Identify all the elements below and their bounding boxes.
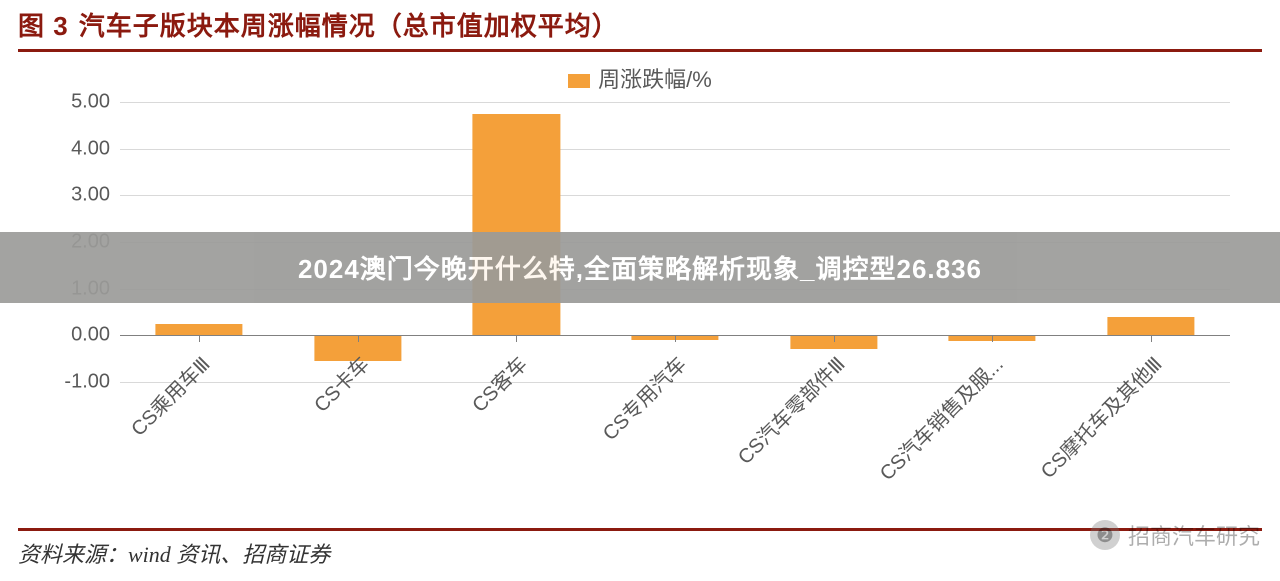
- figure-title: 汽车子版块本周涨幅情况（总市值加权平均）: [79, 6, 619, 43]
- xtick-label: CS汽车销售及服...: [872, 349, 1009, 486]
- figure-label: 图 3: [18, 6, 69, 43]
- figure-root: 图 3 汽车子版块本周涨幅情况（总市值加权平均） 周涨跌幅/% -1.00 0.0…: [0, 0, 1280, 581]
- xtick-label: CS摩托车及其他Ⅲ: [1032, 349, 1167, 484]
- ytick-label: 5.00: [40, 91, 110, 114]
- xtick-label: CS专用汽车: [595, 349, 692, 446]
- ytick-label: 4.00: [40, 137, 110, 160]
- footer-rule: [18, 528, 1262, 531]
- overlay-text: 2024澳门今晚开什么特,全面策略解析现象_调控型26.836: [298, 249, 982, 286]
- chart: -1.000.001.002.003.004.005.00 CS乘用车ⅢCS卡车…: [40, 102, 1240, 512]
- bar: [1107, 317, 1194, 336]
- source-text: 资料来源：wind 资讯、招商证券: [18, 537, 1262, 569]
- grid-line: [120, 149, 1230, 150]
- watermark: ❷ 招商汽车研究: [1090, 519, 1260, 551]
- xtick: [516, 335, 517, 342]
- xtick: [1151, 335, 1152, 342]
- ytick-label: -1.00: [40, 371, 110, 394]
- xtick: [834, 335, 835, 342]
- wechat-icon: ❷: [1090, 520, 1120, 550]
- ytick-label: 0.00: [40, 324, 110, 347]
- figure-header: 图 3 汽车子版块本周涨幅情况（总市值加权平均）: [0, 0, 1280, 49]
- xtick: [358, 335, 359, 342]
- overlay-band: 2024澳门今晚开什么特,全面策略解析现象_调控型26.836: [0, 232, 1280, 303]
- watermark-text: 招商汽车研究: [1128, 519, 1260, 551]
- bar: [156, 324, 243, 336]
- xtick: [199, 335, 200, 342]
- xtick: [992, 335, 993, 342]
- xtick-label: CS乘用车Ⅲ: [123, 349, 215, 441]
- grid-line: [120, 102, 1230, 103]
- xtick-label: CS汽车零部件Ⅲ: [729, 349, 850, 470]
- legend: 周涨跌幅/%: [0, 52, 1280, 94]
- ytick-label: 3.00: [40, 184, 110, 207]
- legend-swatch: [568, 74, 590, 88]
- xtick: [675, 335, 676, 342]
- axis-zero: [120, 335, 1230, 336]
- xtick-label: CS客车: [464, 349, 532, 417]
- figure-footer: 资料来源：wind 资讯、招商证券: [18, 528, 1262, 569]
- legend-text: 周涨跌幅/%: [598, 67, 712, 92]
- grid-line: [120, 195, 1230, 196]
